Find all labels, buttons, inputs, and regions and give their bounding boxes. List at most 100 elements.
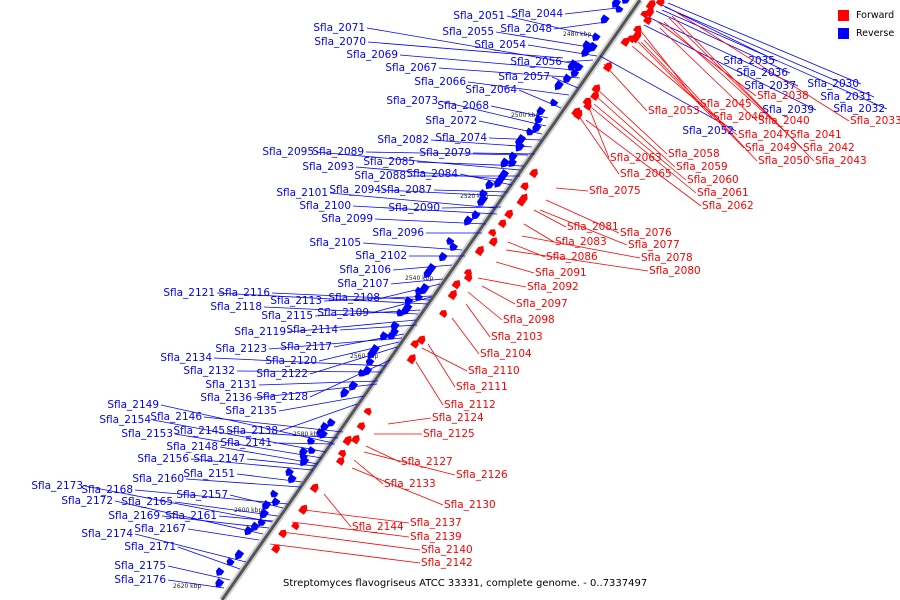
- reverse-gene-label[interactable]: Sfla_2052: [682, 125, 734, 137]
- forward-gene-label[interactable]: Sfla_2038: [757, 90, 809, 102]
- reverse-gene-label[interactable]: Sfla_2171: [124, 541, 176, 553]
- reverse-gene-label[interactable]: Sfla_2074: [435, 132, 487, 144]
- reverse-gene-label[interactable]: Sfla_2108: [328, 292, 380, 304]
- forward-gene-label[interactable]: Sfla_2059: [676, 161, 728, 173]
- reverse-gene-label[interactable]: Sfla_2072: [425, 115, 477, 127]
- reverse-gene-label[interactable]: Sfla_2136: [200, 392, 252, 404]
- forward-gene-label[interactable]: Sfla_2124: [432, 412, 484, 424]
- reverse-gene-label[interactable]: Sfla_2109: [317, 307, 369, 319]
- reverse-gene-label[interactable]: Sfla_2048: [500, 23, 552, 35]
- forward-gene-label[interactable]: Sfla_2080: [649, 265, 701, 277]
- reverse-gene-label[interactable]: Sfla_2088: [354, 170, 406, 182]
- reverse-gene-label[interactable]: Sfla_2168: [81, 484, 133, 496]
- reverse-gene-label[interactable]: Sfla_2102: [355, 250, 407, 262]
- forward-gene-label[interactable]: Sfla_2111: [456, 381, 508, 393]
- reverse-gene-label[interactable]: Sfla_2107: [337, 278, 389, 290]
- forward-gene-label[interactable]: Sfla_2063: [610, 152, 662, 164]
- forward-gene-label[interactable]: Sfla_2104: [480, 348, 532, 360]
- reverse-gene-label[interactable]: Sfla_2176: [114, 574, 166, 586]
- reverse-gene-label[interactable]: Sfla_2173: [31, 480, 83, 492]
- forward-gene-label[interactable]: Sfla_2049: [745, 142, 797, 154]
- forward-gene-label[interactable]: Sfla_2091: [535, 267, 587, 279]
- reverse-gene-label[interactable]: Sfla_2153: [121, 428, 173, 440]
- reverse-gene-label[interactable]: Sfla_2175: [114, 560, 166, 572]
- reverse-gene-label[interactable]: Sfla_2160: [132, 473, 184, 485]
- reverse-gene-label[interactable]: Sfla_2084: [406, 168, 458, 180]
- reverse-gene-label[interactable]: Sfla_2067: [385, 62, 437, 74]
- reverse-gene-label[interactable]: Sfla_2167: [134, 523, 186, 535]
- forward-gene-label[interactable]: Sfla_2086: [546, 251, 598, 263]
- reverse-gene-label[interactable]: Sfla_2100: [299, 200, 351, 212]
- forward-gene-label[interactable]: Sfla_2137: [410, 517, 462, 529]
- reverse-gene-label[interactable]: Sfla_2114: [286, 324, 338, 336]
- reverse-gene-label[interactable]: Sfla_2148: [166, 441, 218, 453]
- forward-gene-label[interactable]: Sfla_2097: [516, 298, 568, 310]
- forward-gene-label[interactable]: Sfla_2065: [620, 168, 672, 180]
- reverse-gene-label[interactable]: Sfla_2066: [414, 76, 466, 88]
- reverse-gene-label[interactable]: Sfla_2157: [176, 489, 228, 501]
- forward-gene-label[interactable]: Sfla_2139: [410, 531, 462, 543]
- reverse-gene-label[interactable]: Sfla_2064: [465, 84, 517, 96]
- reverse-gene-label[interactable]: Sfla_2146: [150, 411, 202, 423]
- reverse-gene-label[interactable]: Sfla_2069: [346, 49, 398, 61]
- reverse-gene-label[interactable]: Sfla_2123: [215, 343, 267, 355]
- reverse-gene-label[interactable]: Sfla_2032: [833, 103, 885, 115]
- reverse-gene-label[interactable]: Sfla_2105: [309, 237, 361, 249]
- forward-gene-label[interactable]: Sfla_2083: [555, 236, 607, 248]
- reverse-gene-label[interactable]: Sfla_2138: [226, 425, 278, 437]
- forward-gene-label[interactable]: Sfla_2125: [423, 428, 475, 440]
- reverse-gene-label[interactable]: Sfla_2055: [442, 26, 494, 38]
- forward-gene-label[interactable]: Sfla_2043: [815, 155, 867, 167]
- forward-gene-label[interactable]: Sfla_2062: [702, 200, 754, 212]
- reverse-gene-label[interactable]: Sfla_2036: [736, 67, 788, 79]
- forward-gene-label[interactable]: Sfla_2050: [758, 155, 810, 167]
- reverse-gene-label[interactable]: Sfla_2089: [312, 146, 364, 158]
- reverse-gene-label[interactable]: Sfla_2030: [807, 78, 859, 90]
- reverse-gene-label[interactable]: Sfla_2147: [193, 453, 245, 465]
- reverse-gene-label[interactable]: Sfla_2154: [99, 414, 151, 426]
- reverse-gene-label[interactable]: Sfla_2071: [313, 22, 365, 34]
- forward-gene-label[interactable]: Sfla_2042: [803, 142, 855, 154]
- reverse-gene-label[interactable]: Sfla_2090: [388, 202, 440, 214]
- reverse-gene-label[interactable]: Sfla_2096: [372, 227, 424, 239]
- reverse-gene-label[interactable]: Sfla_2151: [183, 468, 235, 480]
- forward-gene-label[interactable]: Sfla_2127: [401, 456, 453, 468]
- reverse-gene-label[interactable]: Sfla_2117: [280, 341, 332, 353]
- reverse-gene-label[interactable]: Sfla_2172: [61, 495, 113, 507]
- reverse-gene-label[interactable]: Sfla_2057: [498, 71, 550, 83]
- forward-gene-label[interactable]: Sfla_2058: [668, 148, 720, 160]
- reverse-gene-label[interactable]: Sfla_2087: [380, 184, 432, 196]
- reverse-gene-label[interactable]: Sfla_2156: [137, 453, 189, 465]
- reverse-gene-label[interactable]: Sfla_2128: [256, 391, 308, 403]
- forward-gene-label[interactable]: Sfla_2041: [790, 129, 842, 141]
- reverse-gene-label[interactable]: Sfla_2101: [276, 187, 328, 199]
- forward-gene-label[interactable]: Sfla_2126: [456, 469, 508, 481]
- reverse-gene-label[interactable]: Sfla_2094: [329, 184, 381, 196]
- reverse-gene-label[interactable]: Sfla_2044: [511, 8, 563, 20]
- reverse-gene-label[interactable]: Sfla_2118: [210, 301, 262, 313]
- forward-gene-label[interactable]: Sfla_2110: [468, 365, 520, 377]
- reverse-gene-label[interactable]: Sfla_2169: [108, 510, 160, 522]
- reverse-gene-label[interactable]: Sfla_2131: [205, 379, 257, 391]
- reverse-gene-label[interactable]: Sfla_2099: [321, 213, 373, 225]
- reverse-gene-label[interactable]: Sfla_2115: [261, 310, 313, 322]
- reverse-gene-label[interactable]: Sfla_2145: [173, 425, 225, 437]
- reverse-gene-label[interactable]: Sfla_2073: [386, 95, 438, 107]
- reverse-gene-label[interactable]: Sfla_2070: [314, 36, 366, 48]
- forward-gene-label[interactable]: Sfla_2103: [491, 331, 543, 343]
- forward-gene-label[interactable]: Sfla_2077: [628, 239, 680, 251]
- forward-gene-label[interactable]: Sfla_2140: [421, 544, 473, 556]
- forward-gene-label[interactable]: Sfla_2075: [589, 185, 641, 197]
- reverse-gene-label[interactable]: Sfla_2093: [302, 161, 354, 173]
- reverse-gene-label[interactable]: Sfla_2079: [419, 147, 471, 159]
- forward-gene-label[interactable]: Sfla_2130: [444, 499, 496, 511]
- forward-gene-label[interactable]: Sfla_2081: [567, 221, 619, 233]
- forward-gene-label[interactable]: Sfla_2144: [352, 521, 404, 533]
- reverse-gene-label[interactable]: Sfla_2132: [183, 365, 235, 377]
- reverse-gene-label[interactable]: Sfla_2056: [510, 56, 562, 68]
- forward-gene-label[interactable]: Sfla_2053: [648, 105, 700, 117]
- forward-gene-label[interactable]: Sfla_2047: [738, 129, 790, 141]
- reverse-gene-label[interactable]: Sfla_2031: [820, 91, 872, 103]
- forward-gene-label[interactable]: Sfla_2142: [421, 557, 473, 569]
- reverse-gene-label[interactable]: Sfla_2085: [363, 156, 415, 168]
